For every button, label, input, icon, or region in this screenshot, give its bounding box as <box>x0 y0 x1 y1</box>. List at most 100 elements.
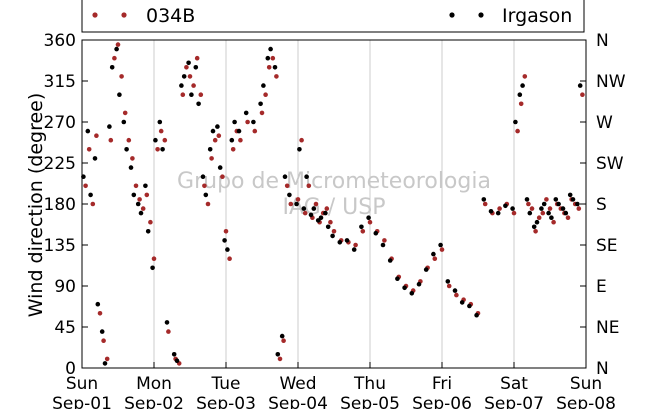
point-irgason-77 <box>459 300 465 305</box>
point-034b-20 <box>155 147 160 152</box>
point-irgason-79 <box>474 312 479 318</box>
legend-marker-034b-1 <box>92 12 98 18</box>
point-034b-38 <box>223 229 229 234</box>
point-irgason-65 <box>373 230 379 236</box>
point-034b-35 <box>212 137 218 143</box>
point-irgason-34 <box>207 147 213 152</box>
x-tick-day-5: Fri <box>432 374 452 394</box>
point-irgason-64 <box>366 215 371 220</box>
point-irgason-69 <box>402 285 407 291</box>
point-034b-2 <box>90 201 96 207</box>
x-tick-day-1: Mon <box>136 374 172 394</box>
point-irgason-45 <box>258 101 263 107</box>
point-034b-30 <box>194 55 200 61</box>
point-irgason-89 <box>527 210 533 216</box>
point-irgason-53 <box>287 192 292 198</box>
point-034b-43 <box>245 119 250 125</box>
y-right-tick-label-8: N <box>596 31 609 51</box>
legend-entry-irgason: Irgason <box>449 5 572 27</box>
point-034b-88 <box>526 201 531 207</box>
point-034b-22 <box>162 137 168 143</box>
point-irgason-43 <box>243 110 249 116</box>
point-irgason-59 <box>330 233 335 239</box>
point-irgason-56 <box>308 212 314 218</box>
legend-marker-034b-2 <box>121 12 127 18</box>
point-034b-27 <box>184 65 189 70</box>
point-034b-11 <box>122 110 128 116</box>
scatter-points <box>81 42 585 366</box>
point-irgason-39 <box>225 247 230 252</box>
point-irgason-100 <box>567 192 573 198</box>
y-tick-label-2: 90 <box>54 277 76 297</box>
point-034b-95 <box>551 219 556 225</box>
point-irgason-30 <box>193 65 199 70</box>
point-034b-90 <box>533 229 538 234</box>
y-tick-label-4: 180 <box>44 195 76 215</box>
point-irgason-90 <box>531 224 537 230</box>
point-irgason-37 <box>217 165 223 170</box>
point-irgason-24 <box>171 352 177 357</box>
watermark-line-1: Grupo de Micrometeorologia <box>177 169 491 194</box>
point-irgason-105 <box>304 174 309 179</box>
y-right-tick-label-4: S <box>596 195 607 215</box>
point-034b-18 <box>148 219 153 225</box>
point-irgason-31 <box>196 101 201 107</box>
y-tick-label-1: 45 <box>54 318 76 338</box>
point-irgason-73 <box>431 251 436 257</box>
point-034b-103 <box>580 92 585 97</box>
point-irgason-83 <box>503 203 508 209</box>
point-irgason-86 <box>517 92 523 97</box>
point-irgason-107 <box>318 215 324 220</box>
legend-frame <box>81 0 585 33</box>
point-irgason-49 <box>272 65 278 70</box>
point-irgason-75 <box>445 279 451 284</box>
point-irgason-84 <box>510 206 515 211</box>
point-034b-52 <box>284 183 290 189</box>
point-034b-48 <box>270 55 276 61</box>
x-tick-date-1: Sep-02 <box>124 394 184 409</box>
y-tick-label-7: 315 <box>44 72 76 92</box>
point-034b-74 <box>439 247 445 252</box>
point-irgason-19 <box>150 265 155 271</box>
x-tick-day-4: Thu <box>353 374 386 394</box>
point-irgason-27 <box>181 74 187 79</box>
point-034b-13 <box>130 156 135 161</box>
point-034b-34 <box>209 156 214 161</box>
point-034b-36 <box>216 133 222 138</box>
point-034b-86 <box>518 101 524 107</box>
point-034b-28 <box>187 74 193 79</box>
point-irgason-22 <box>160 147 165 152</box>
x-tick-date-6: Sep-07 <box>484 394 544 409</box>
point-034b-64 <box>367 219 373 225</box>
point-034b-85 <box>515 128 520 134</box>
point-irgason-11 <box>121 119 127 125</box>
point-034b-89 <box>529 206 535 211</box>
point-irgason-58 <box>323 210 328 216</box>
point-irgason-25 <box>174 358 180 364</box>
y-right-tick-label-0: N <box>596 359 609 379</box>
point-irgason-33 <box>203 192 209 198</box>
point-034b-0 <box>83 183 88 189</box>
point-034b-59 <box>331 229 337 234</box>
point-irgason-54 <box>294 201 299 207</box>
point-034b-75 <box>446 283 452 289</box>
point-irgason-1 <box>85 128 91 134</box>
point-034b-51 <box>281 338 286 344</box>
point-irgason-94 <box>546 210 551 216</box>
point-034b-14 <box>133 183 139 189</box>
point-irgason-48 <box>268 46 273 52</box>
point-irgason-23 <box>164 320 170 325</box>
point-irgason-96 <box>553 197 559 202</box>
point-irgason-66 <box>380 242 386 248</box>
point-034b-93 <box>544 197 549 202</box>
point-irgason-74 <box>438 242 443 248</box>
y-right-tick-label-5: SW <box>596 154 624 174</box>
y-axis-right: N NE E SE S SW W NW N <box>596 31 626 379</box>
legend-label-034b: 034B <box>146 5 195 27</box>
point-034b-53 <box>288 201 294 207</box>
point-irgason-46 <box>261 83 266 88</box>
point-034b-55 <box>302 210 308 216</box>
point-irgason-97 <box>556 201 561 207</box>
point-irgason-26 <box>179 83 184 88</box>
point-irgason-8 <box>109 65 115 70</box>
